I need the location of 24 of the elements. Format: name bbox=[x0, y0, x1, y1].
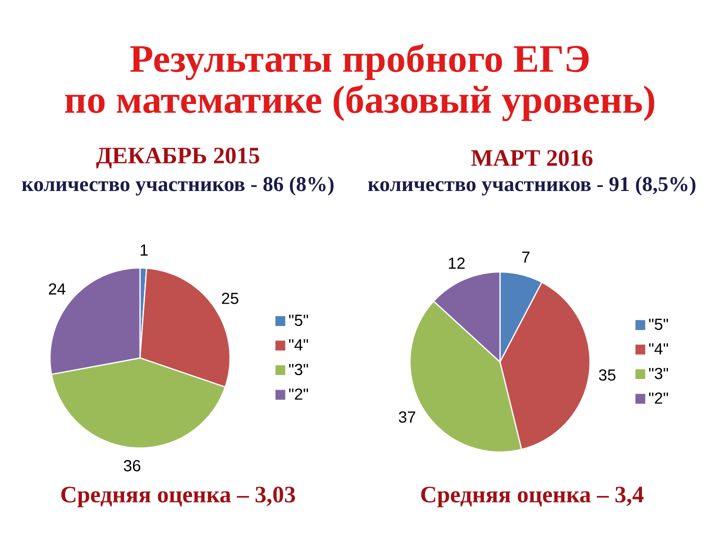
data-label: 35 bbox=[598, 369, 616, 381]
legend-label: "2" bbox=[649, 392, 668, 404]
legend-label: "3" bbox=[649, 368, 668, 380]
chart-subtitle: количество участников - 86 (8%) bbox=[22, 176, 334, 196]
legend-label: "5" bbox=[649, 318, 668, 330]
chart-subtitle: количество участников - 91 (8,5%) bbox=[368, 176, 696, 196]
data-label: 25 bbox=[222, 292, 238, 304]
text: Средняя оценка – 3,03 bbox=[61, 486, 296, 508]
legend-label: "5" bbox=[289, 314, 308, 326]
legend-label: "3" bbox=[289, 364, 308, 376]
text: по математике (базовый уровень) bbox=[65, 84, 654, 122]
text: Средняя оценка – 3,4 bbox=[421, 486, 644, 508]
data-label: 37 bbox=[398, 411, 416, 423]
text: Результаты пробного ЕГЭ bbox=[130, 44, 589, 80]
chart-title: МАРТ 2016 bbox=[471, 150, 592, 166]
data-label: 12 bbox=[448, 258, 465, 269]
data-label: 24 bbox=[48, 283, 66, 294]
legend-label: "2" bbox=[289, 388, 308, 400]
data-label: 36 bbox=[124, 460, 140, 472]
chart-title: ДЕКАБРЬ 2015 bbox=[96, 148, 260, 168]
data-label: 7 bbox=[522, 252, 530, 263]
legend-label: "4" bbox=[649, 343, 668, 354]
legend-label: "4" bbox=[289, 339, 308, 350]
data-label: 1 bbox=[140, 244, 148, 256]
